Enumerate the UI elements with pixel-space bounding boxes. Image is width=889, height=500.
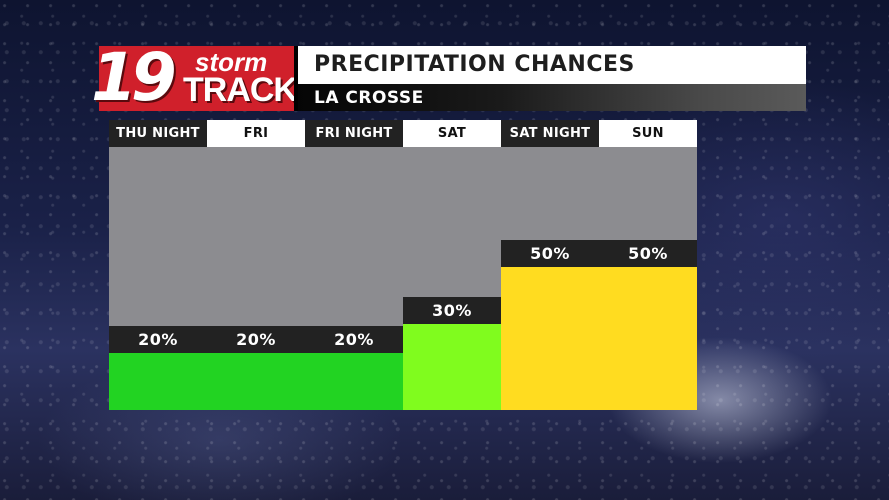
- location-bar: LA CROSSE: [294, 84, 806, 111]
- precip-bar: [501, 267, 599, 410]
- precip-bar: [109, 353, 207, 410]
- column-header: SUN: [599, 120, 697, 147]
- station-logo: 19 storm TRACK: [91, 42, 298, 114]
- logo-storm-word: storm: [195, 47, 268, 77]
- title-bar: PRECIPITATION CHANCES: [294, 46, 806, 84]
- column-header: FRI: [207, 120, 305, 147]
- column-header: THU NIGHT: [109, 120, 207, 147]
- precip-value-label: 30%: [403, 297, 501, 324]
- precip-value-label: 20%: [109, 326, 207, 353]
- precip-bar: [599, 267, 697, 410]
- column-header: SAT NIGHT: [501, 120, 599, 147]
- logo-track-word: TRACK: [183, 71, 298, 109]
- precip-value-label: 50%: [501, 240, 599, 267]
- precip-value-label: 20%: [207, 326, 305, 353]
- location-label: LA CROSSE: [314, 88, 424, 108]
- column-header: FRI NIGHT: [305, 120, 403, 147]
- page-title: PRECIPITATION CHANCES: [314, 52, 635, 77]
- logo-number: 19: [91, 39, 177, 116]
- precip-bar: [403, 324, 501, 410]
- precip-bar: [207, 353, 305, 410]
- column-header: SAT: [403, 120, 501, 147]
- precip-value-label: 50%: [599, 240, 697, 267]
- precip-bar: [305, 353, 403, 410]
- precip-chart: THU NIGHT 20% FRI 20% FRI NIGHT 20% SAT 30% SAT …: [109, 120, 697, 410]
- precip-value-label: 20%: [305, 326, 403, 353]
